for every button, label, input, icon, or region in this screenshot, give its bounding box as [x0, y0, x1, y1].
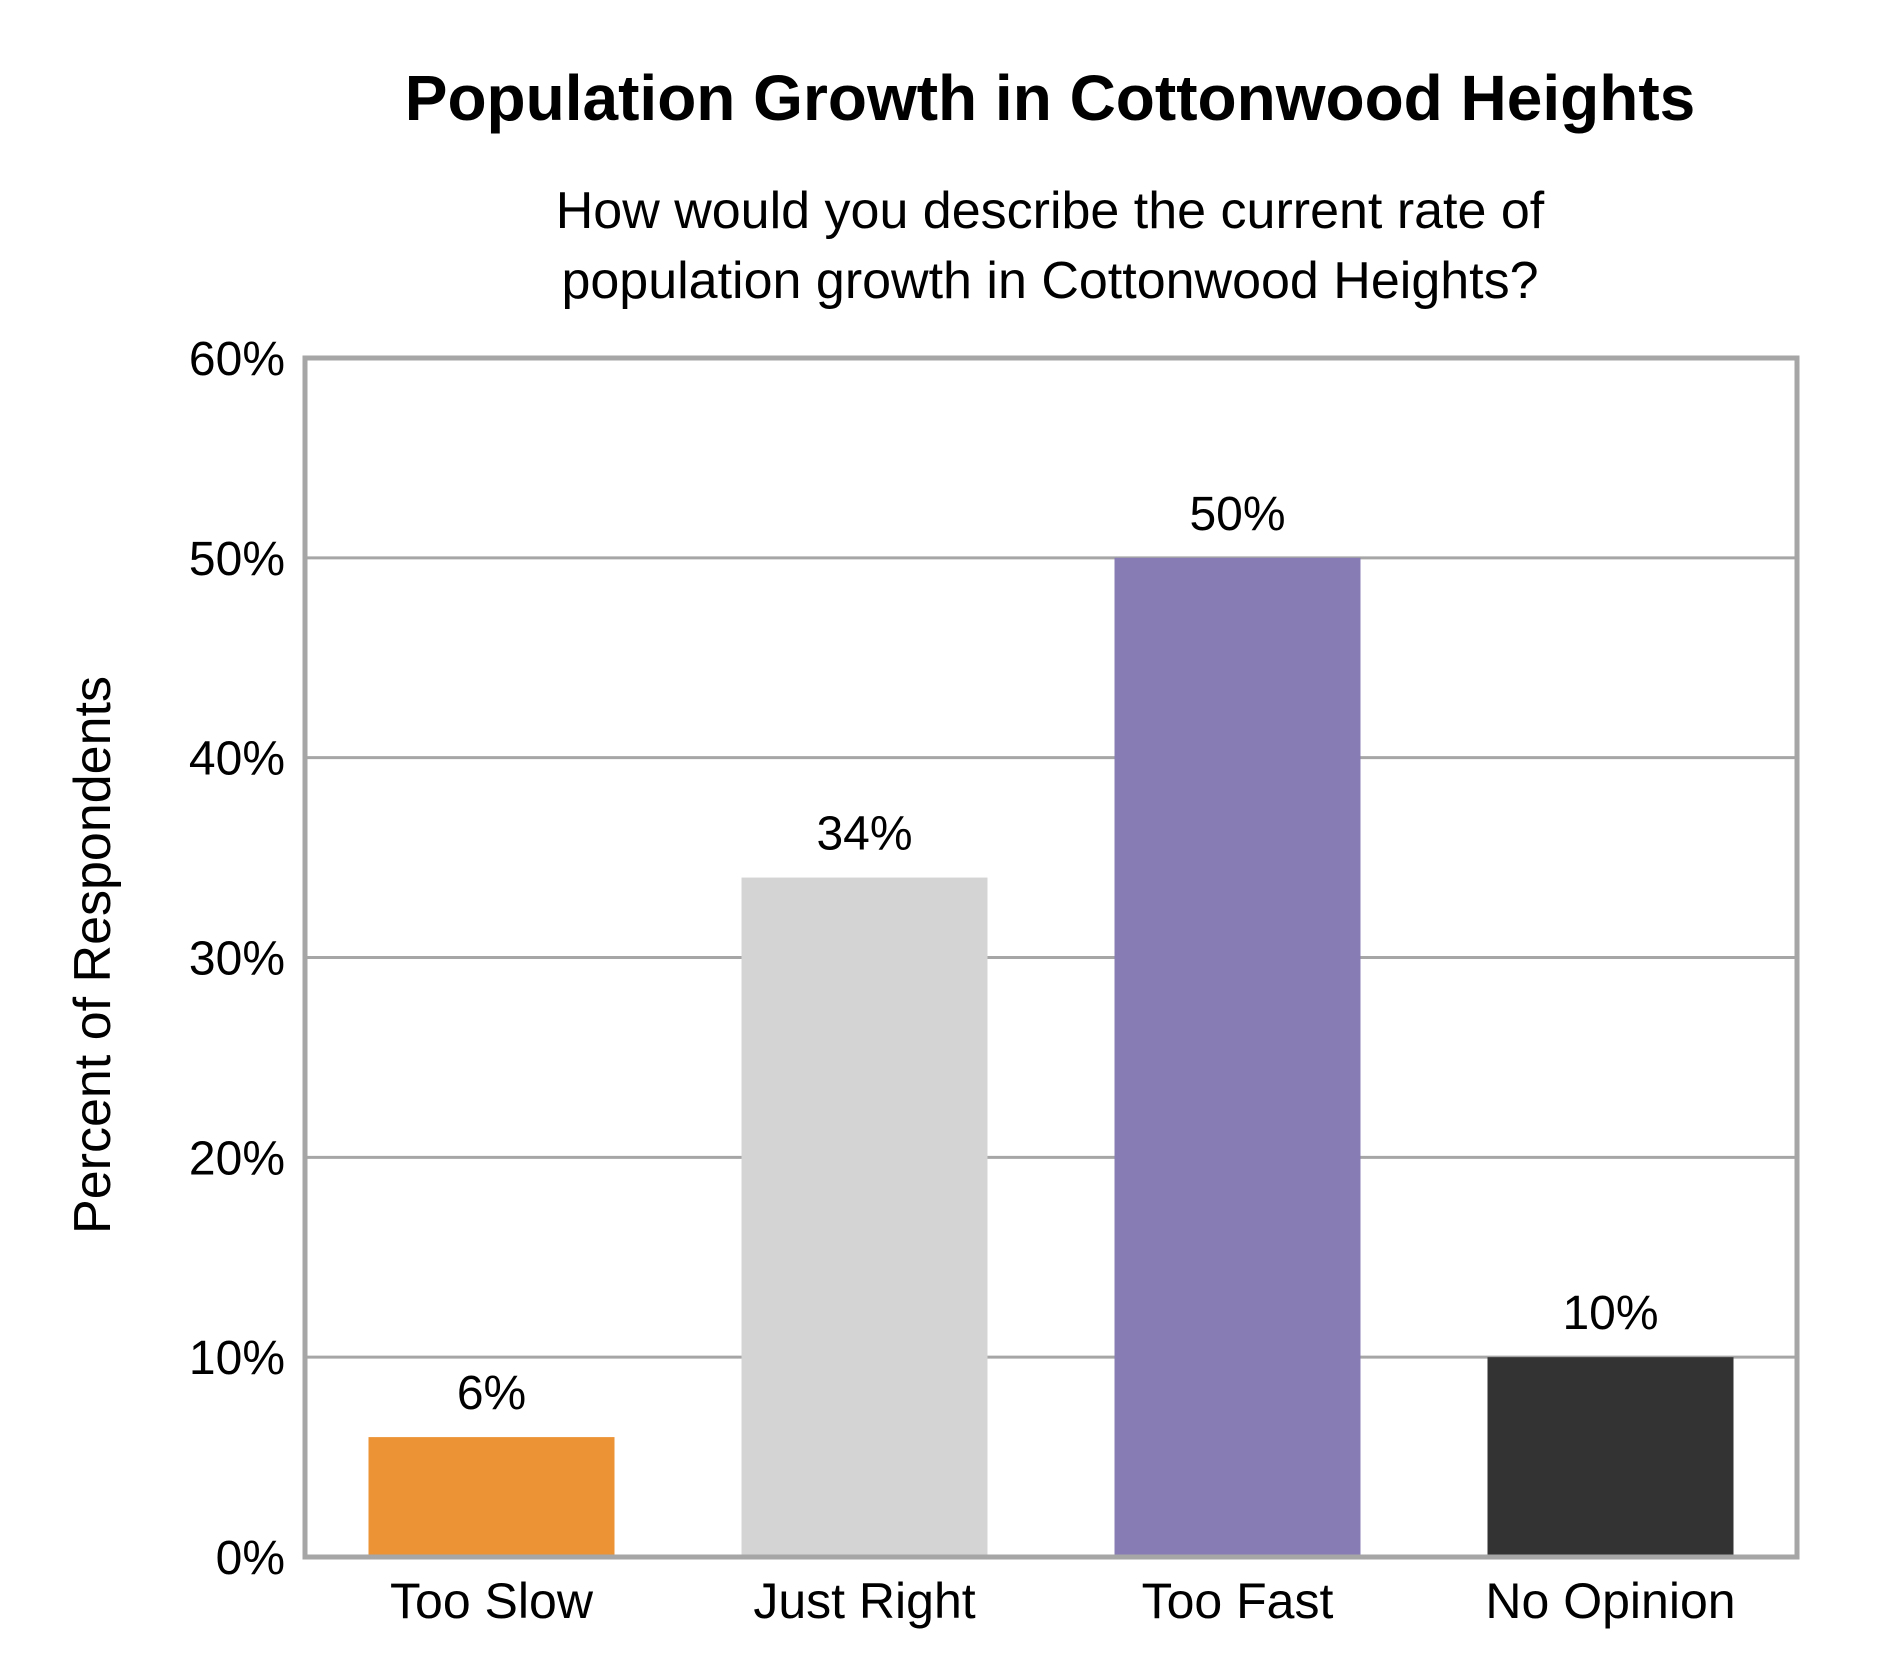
data-label: 6% — [457, 1367, 526, 1420]
chart-subtitle-line-1: How would you describe the current rate … — [556, 182, 1545, 240]
data-label-background — [1187, 479, 1288, 542]
chart-subtitle-line-2: population growth in Cottonwood Heights? — [561, 252, 1538, 310]
x-category-label: Too Fast — [1142, 1573, 1334, 1629]
data-label: 34% — [816, 808, 912, 861]
bar — [1114, 557, 1361, 1557]
bar — [368, 1437, 615, 1557]
data-label: 50% — [1189, 488, 1285, 541]
chart-title: Population Growth in Cottonwood Heights — [405, 62, 1695, 134]
y-tick-label: 20% — [189, 1132, 285, 1185]
data-labels: 6% 34% 50% 10% — [455, 479, 1661, 1422]
x-axis-categories: Too Slow Just Right Too Fast No Opinion — [390, 1573, 1736, 1629]
y-tick-label: 0% — [216, 1532, 285, 1585]
gridlines — [305, 556, 1797, 1359]
plot-area-frame — [302, 355, 1800, 1560]
y-axis-label: Percent of Respondents — [64, 676, 122, 1234]
bars — [368, 557, 1734, 1557]
y-tick-label: 10% — [189, 1332, 285, 1385]
x-category-label: No Opinion — [1485, 1573, 1735, 1629]
y-tick-label: 40% — [189, 733, 285, 786]
data-label-background — [1560, 1279, 1661, 1342]
bar — [741, 877, 988, 1557]
x-category-label: Too Slow — [390, 1573, 594, 1629]
y-axis-ticks: 0% 10% 20% 30% 40% 50% 60% — [189, 333, 285, 1585]
bar — [1487, 1357, 1734, 1557]
data-label-background — [455, 1359, 528, 1422]
x-category-label: Just Right — [753, 1573, 975, 1629]
data-label: 10% — [1562, 1287, 1658, 1340]
y-tick-label: 60% — [189, 333, 285, 386]
data-label-background — [814, 799, 915, 862]
y-tick-label: 30% — [189, 933, 285, 986]
y-tick-label: 50% — [189, 533, 285, 586]
